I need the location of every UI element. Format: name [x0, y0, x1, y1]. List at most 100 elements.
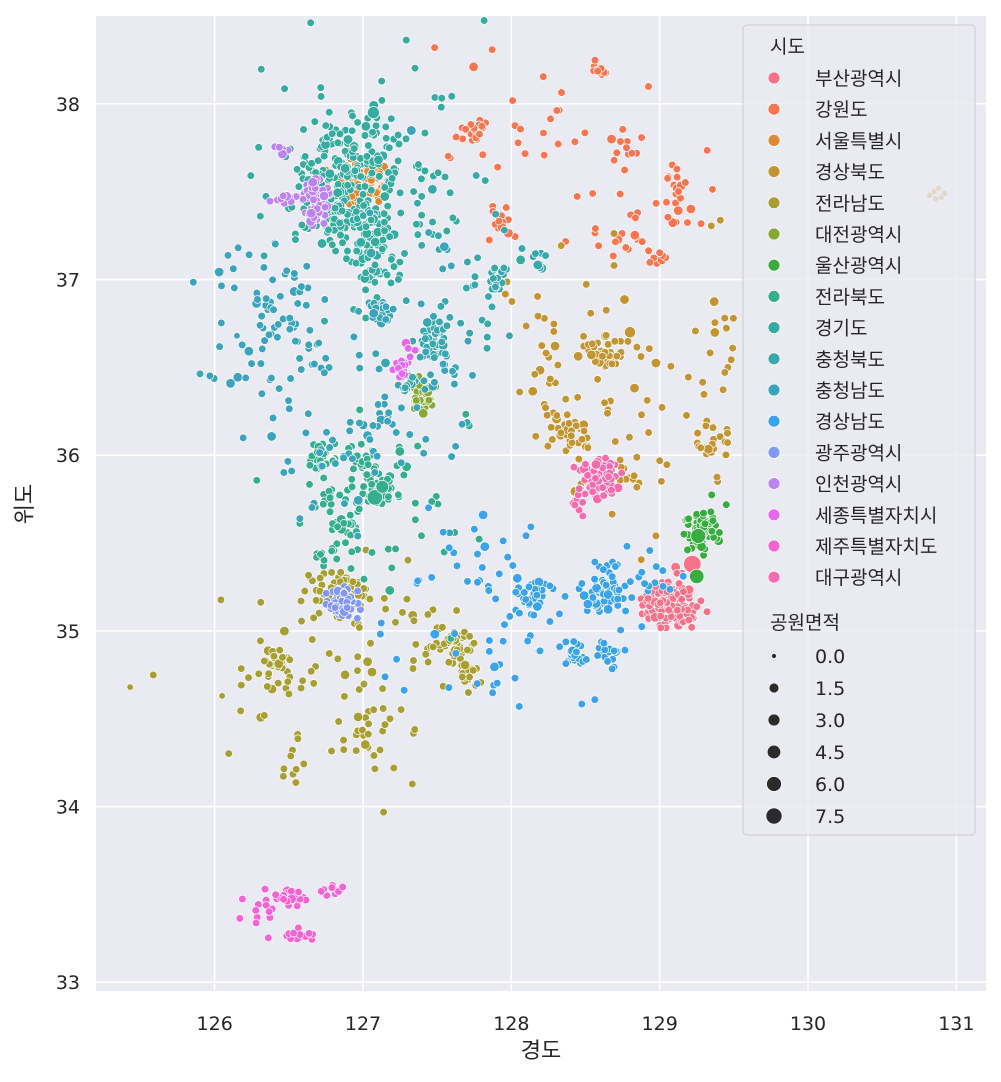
- legend-entry-label: 충청남도: [815, 380, 885, 402]
- data-point: [318, 461, 327, 471]
- data-point: [338, 882, 347, 892]
- data-point: [360, 182, 370, 191]
- legend-size-title: 공원면적: [770, 612, 840, 634]
- data-point: [367, 168, 377, 178]
- data-point: [505, 612, 515, 621]
- legend-marker: [767, 570, 781, 584]
- data-point: [532, 601, 543, 612]
- data-point: [368, 421, 378, 430]
- data-point: [343, 181, 352, 190]
- data-point: [517, 244, 527, 253]
- data-point: [664, 605, 673, 615]
- data-point: [339, 745, 348, 754]
- data-point: [337, 206, 347, 216]
- data-point: [484, 292, 493, 301]
- data-point: [327, 883, 337, 892]
- data-point: [607, 509, 617, 519]
- data-point: [381, 315, 390, 324]
- data-point: [533, 292, 542, 301]
- legend-marker: [767, 414, 781, 428]
- data-point: [316, 238, 328, 249]
- data-point: [723, 428, 732, 438]
- data-point: [400, 249, 409, 258]
- data-point: [325, 507, 335, 517]
- data-point: [700, 519, 710, 528]
- data-point: [355, 623, 364, 632]
- x-tick-label: 129: [642, 1013, 678, 1035]
- data-point: [370, 236, 381, 248]
- data-point: [709, 327, 720, 338]
- y-axis-label: 위도: [13, 484, 38, 524]
- data-point: [367, 186, 376, 195]
- data-point: [701, 421, 711, 431]
- data-point: [295, 354, 304, 363]
- data-point: [500, 225, 509, 235]
- data-point: [644, 428, 653, 437]
- data-point: [469, 638, 479, 648]
- data-point: [406, 125, 417, 136]
- data-point: [707, 526, 717, 536]
- data-point: [424, 396, 434, 405]
- data-point: [215, 342, 224, 351]
- data-point: [345, 426, 354, 436]
- data-point: [353, 614, 362, 623]
- data-point: [254, 143, 263, 152]
- data-point: [268, 413, 278, 423]
- legend-marker: [767, 227, 781, 241]
- legend-entry-label: 대전광역시: [815, 224, 902, 246]
- data-point: [489, 661, 500, 673]
- data-point: [399, 470, 409, 480]
- data-point: [349, 332, 359, 342]
- data-point: [505, 331, 514, 340]
- data-point: [397, 369, 407, 378]
- data-point: [319, 151, 329, 161]
- data-point: [529, 610, 538, 620]
- data-point: [348, 454, 357, 463]
- data-point: [302, 262, 311, 271]
- data-point: [644, 82, 653, 91]
- data-point: [421, 435, 430, 444]
- data-point: [683, 545, 692, 555]
- data-point: [682, 411, 691, 420]
- data-point: [609, 156, 619, 165]
- data-point: [473, 549, 482, 559]
- data-point: [645, 546, 655, 555]
- data-point: [422, 317, 433, 328]
- data-point: [297, 220, 307, 230]
- data-point: [508, 561, 517, 570]
- data-point: [324, 168, 336, 179]
- data-point: [379, 191, 390, 202]
- data-point: [411, 498, 420, 508]
- data-point: [572, 647, 581, 657]
- data-point: [341, 538, 350, 547]
- data-point: [340, 163, 351, 174]
- data-point: [420, 128, 430, 138]
- data-point: [631, 213, 640, 223]
- data-point: [260, 884, 270, 894]
- data-point: [531, 249, 540, 258]
- data-point: [610, 337, 620, 346]
- data-point: [238, 433, 248, 443]
- data-point: [355, 363, 364, 373]
- data-point: [314, 156, 323, 165]
- data-point: [396, 208, 405, 218]
- data-point: [414, 160, 423, 169]
- data-point: [619, 294, 630, 305]
- data-point: [602, 604, 614, 615]
- data-point: [463, 645, 472, 655]
- data-point: [499, 263, 509, 273]
- data-point: [251, 906, 260, 915]
- data-point: [384, 544, 393, 554]
- data-point: [590, 557, 600, 567]
- data-point: [477, 509, 489, 521]
- data-point: [283, 677, 292, 686]
- data-point: [391, 544, 400, 554]
- data-point: [359, 679, 369, 689]
- data-point: [447, 452, 456, 461]
- data-point: [319, 473, 328, 483]
- data-point: [599, 638, 609, 648]
- data-point: [333, 654, 343, 664]
- data-point: [683, 218, 692, 227]
- data-point: [333, 138, 343, 147]
- data-point: [342, 254, 351, 263]
